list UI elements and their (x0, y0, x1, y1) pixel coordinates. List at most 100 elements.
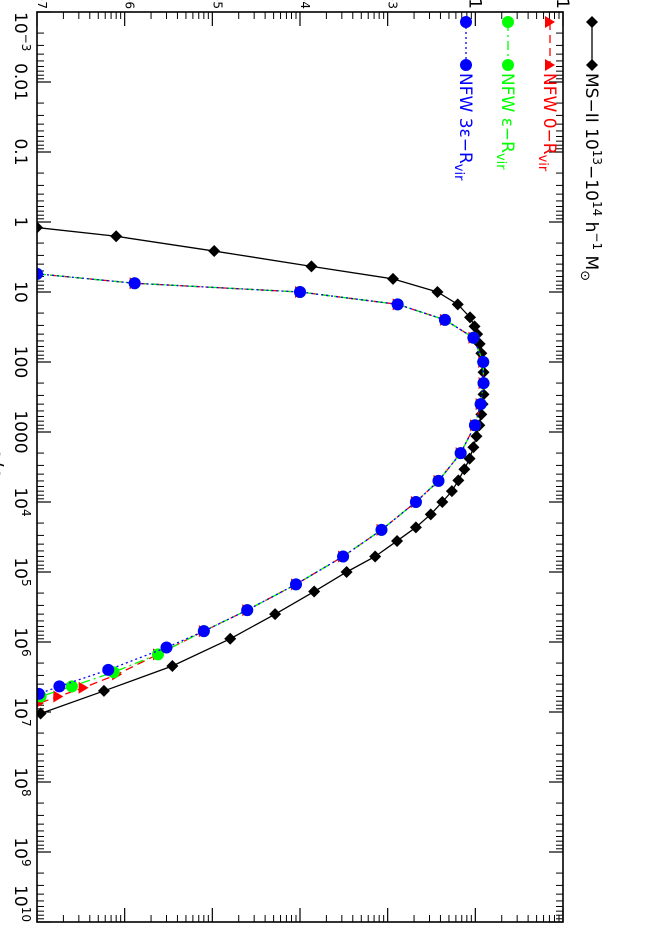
data-point (468, 419, 481, 432)
y-tick-label: 10−6 (114, 0, 137, 9)
x-tick-label: 10 (10, 281, 30, 303)
data-point (110, 230, 123, 243)
x-tick-label-base: 10 (10, 487, 30, 509)
legend-label-part: NFW ε−R (497, 73, 517, 153)
x-tick-label-exp: 9 (19, 859, 33, 867)
x-tick-label-base: 10 (10, 697, 30, 719)
data-point (78, 681, 89, 694)
x-tick-label-base: 10 (10, 627, 30, 649)
legend-label: MS−II 1013−1014 h−1 M⊙ (577, 73, 604, 281)
legend-item-0: MS−II 1013−1014 h−1 M⊙ (577, 16, 604, 281)
x-tick-label: 108 (10, 767, 33, 796)
legend-label-part: M (581, 250, 601, 270)
legend-label-part: NFW 3ε−R (455, 73, 475, 164)
data-point (391, 298, 404, 311)
x-axis-title-main: ρ/ρ (0, 447, 8, 479)
legend-label-part: MS−II 10 (581, 73, 601, 150)
legend-marker (460, 59, 472, 71)
data-point (477, 377, 490, 390)
x-tick-label-exp: 10 (19, 907, 33, 922)
data-point (463, 452, 476, 465)
data-point (451, 298, 464, 311)
data-point (477, 356, 490, 368)
legend-label: NFW 0−Rvir (535, 73, 559, 172)
legend-label-part: ⊙ (577, 270, 592, 281)
legend-marker (460, 16, 472, 28)
x-tick-label: 0.1 (10, 138, 30, 165)
data-point (467, 331, 480, 344)
data-point (424, 508, 437, 521)
legend-label-sub: vir (451, 164, 466, 181)
data-point (308, 585, 321, 598)
legend-label-part: h (581, 216, 601, 232)
x-tick-label-exp: −3 (19, 34, 33, 52)
x-tick-label: 104 (10, 487, 33, 516)
legend-label-part: NFW 0−R (539, 73, 559, 155)
data-point (37, 697, 44, 710)
x-tick-label: 107 (10, 697, 33, 726)
x-tick-label: 1 (10, 217, 30, 228)
data-point (53, 690, 64, 703)
data-point (65, 680, 78, 693)
data-point (438, 313, 451, 326)
x-axis-title: ρ/ρc (0, 447, 8, 487)
x-tick-label-exp: 6 (19, 649, 33, 657)
data-point (37, 687, 45, 700)
y-tick-label: 0.1 (552, 0, 572, 9)
series-3 (37, 267, 490, 700)
data-point (409, 521, 422, 534)
data-point (369, 550, 382, 563)
y-tick-label: 10−5 (201, 0, 224, 9)
x-tick-label: 100 (10, 346, 30, 378)
legend-label-sub: vir (493, 153, 508, 170)
data-point (166, 659, 179, 672)
data-point (375, 523, 388, 536)
data-point (97, 684, 110, 697)
data-point (409, 496, 422, 508)
x-tick-label-exp: 7 (19, 719, 33, 727)
x-tick-label-exp: 4 (19, 509, 33, 517)
legend-label-part: −1 (590, 232, 604, 250)
x-tick-label: 0.01 (10, 63, 30, 101)
x-tick-label: 1000 (10, 410, 30, 453)
legend-marker (586, 59, 598, 71)
legend-label-sub: vir (535, 155, 550, 172)
data-point (53, 680, 66, 693)
legend-marker (586, 16, 598, 28)
y-tick-label: 10−7 (26, 0, 49, 9)
legend-label-part: −10 (581, 165, 601, 201)
data-point (37, 267, 43, 280)
data-point (386, 272, 399, 285)
x-tick-label-base: 10 (10, 837, 30, 859)
data-point (37, 221, 43, 234)
legend-label: NFW ε−Rvir (493, 73, 517, 170)
data-point (128, 277, 141, 290)
data-point (269, 608, 282, 621)
legend-marker (502, 16, 514, 28)
tick-labels: 10−30.010.111010010001041051061071081091… (10, 0, 572, 922)
legend-item-1: NFW 0−Rvir (535, 16, 559, 172)
legend-marker (502, 59, 514, 71)
y-tick-label-exp: −6 (123, 0, 137, 9)
legend-label-part: 14 (590, 201, 604, 216)
x-tick-label-base: 10 (10, 767, 30, 789)
data-point (241, 604, 254, 617)
data-point (197, 625, 210, 638)
x-tick-label-exp: 8 (19, 789, 33, 797)
x-tick-label-base: 10 (10, 885, 30, 907)
x-tick-label: 10−3 (10, 12, 33, 51)
y-tick-label: 0.01 (464, 0, 484, 9)
legend-marker (545, 59, 555, 71)
legend-label: NFW 3ε−Rvir (451, 73, 475, 181)
legend-marker (545, 16, 555, 28)
x-tick-label: 1010 (10, 885, 33, 922)
legend-item-3: NFW 3ε−Rvir (451, 16, 475, 181)
data-point (391, 534, 404, 547)
data-point (289, 578, 302, 591)
data-point (467, 441, 480, 454)
legend-item-2: NFW ε−Rvir (493, 16, 517, 170)
data-point (432, 474, 445, 487)
data-point (464, 311, 477, 324)
